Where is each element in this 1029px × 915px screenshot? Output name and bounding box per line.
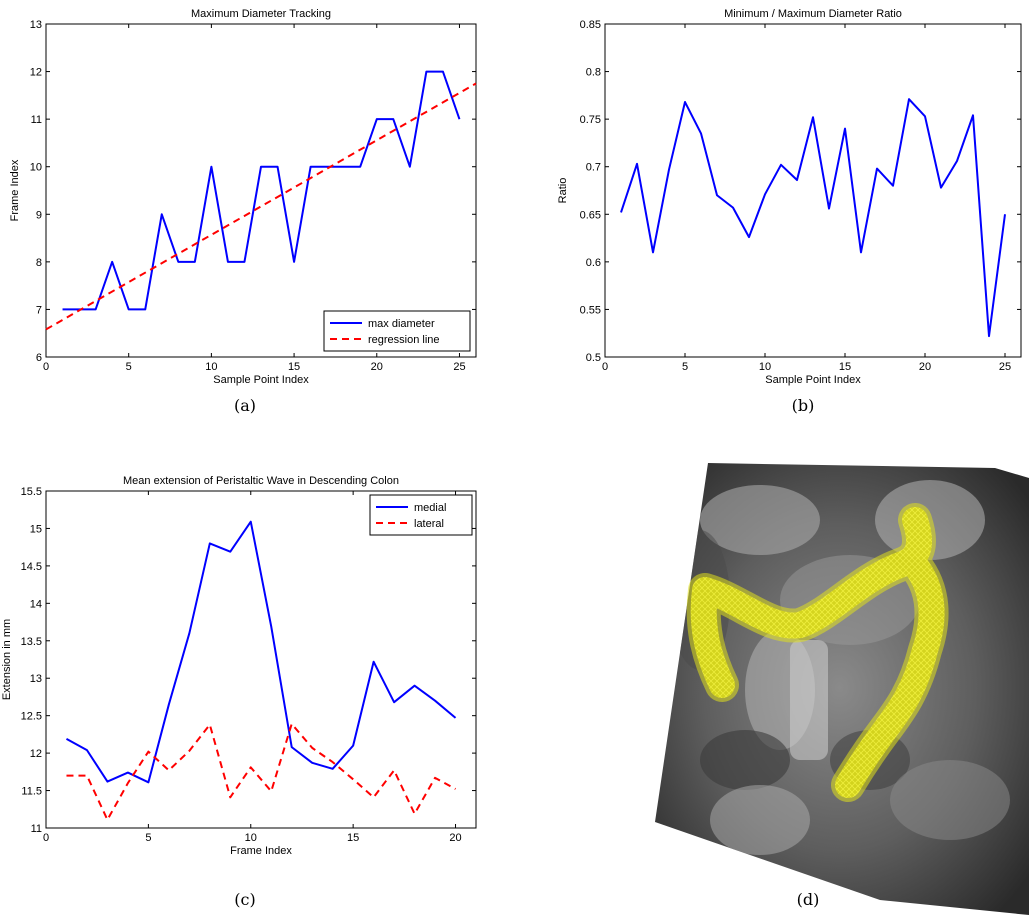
y-tick-label: 13 (30, 19, 42, 31)
y-tick-label: 0.65 (580, 209, 601, 221)
y-tick-label: 0.8 (586, 67, 601, 79)
x-tick-label: 10 (205, 361, 217, 373)
y-tick-label: 8 (36, 257, 42, 269)
chart-a: Maximum Diameter Tracking 0 5 10 15 20 25 6 7 8 9 1… (9, 8, 477, 386)
mri-image-panel (655, 463, 1029, 915)
y-tick-label: 0.6 (586, 257, 601, 269)
plot-frame (45, 23, 477, 358)
legend: max diameter regression line (323, 310, 471, 352)
colon-segmentation-overlay (686, 503, 949, 802)
x-tick-label: 25 (453, 361, 465, 373)
x-tick-label: 10 (245, 832, 257, 844)
chart-title: Mean extension of Peristaltic Wave in De… (123, 475, 399, 487)
series-line-regression-line (45, 82, 477, 331)
legend-label: max diameter (368, 318, 435, 330)
x-tick-label: 5 (145, 832, 151, 844)
chart-title: Minimum / Maximum Diameter Ratio (724, 8, 902, 20)
y-tick-label: 15 (30, 523, 42, 535)
x-tick-label: 10 (759, 361, 771, 373)
chart-title: Maximum Diameter Tracking (191, 8, 331, 20)
y-axis-label: Frame Index (9, 159, 21, 221)
y-tick-label: 13 (30, 673, 42, 685)
series-line-medial (65, 520, 457, 784)
chart-c: Mean extension of Peristaltic Wave in De… (1, 475, 477, 857)
series-line-max-diameter (62, 70, 461, 311)
x-axis-label: Frame Index (230, 845, 292, 857)
y-tick-label: 0.5 (586, 352, 601, 364)
y-tick-label: 11 (31, 114, 42, 126)
x-tick-label: 0 (602, 361, 608, 373)
series-line-0 (620, 98, 1006, 338)
y-tick-label: 15.5 (21, 486, 42, 498)
y-tick-label: 0.75 (580, 114, 601, 126)
y-tick-label: 11.5 (21, 786, 42, 798)
y-tick-label: 10 (30, 162, 42, 174)
y-tick-label: 13.5 (21, 636, 42, 648)
y-axis-label: Extension in mm (1, 619, 13, 700)
x-axis-label: Sample Point Index (765, 374, 861, 386)
caption-c: (c) (234, 890, 255, 909)
charts-layer: Maximum Diameter Tracking 0 5 10 15 20 25 6 7 8 9 1… (1, 8, 1022, 857)
chart-b: Minimum / Maximum Diameter Ratio 0 5 10 15 20… (557, 8, 1022, 386)
y-tick-label: 14 (30, 598, 42, 610)
x-tick-label: 15 (839, 361, 851, 373)
y-tick-label: 14.5 (21, 561, 42, 573)
x-tick-label: 20 (919, 361, 931, 373)
x-tick-label: 5 (126, 361, 132, 373)
legend: medial lateral (369, 494, 473, 536)
legend-box (323, 310, 471, 352)
y-tick-label: 6 (36, 352, 42, 364)
legend-label: lateral (414, 518, 444, 530)
x-tick-label: 20 (449, 832, 461, 844)
plot-frame (45, 490, 477, 829)
y-tick-label: 0.55 (580, 304, 601, 316)
legend-label: medial (414, 502, 446, 514)
legend-box (369, 494, 473, 536)
caption-b: (b) (792, 396, 815, 415)
x-tick-label: 15 (347, 832, 359, 844)
caption-d: (d) (797, 890, 820, 909)
caption-a: (a) (234, 396, 256, 415)
y-axis-label: Ratio (557, 178, 569, 204)
y-tick-label: 12 (30, 748, 42, 760)
x-tick-label: 15 (288, 361, 300, 373)
y-tick-label: 9 (36, 209, 42, 221)
plot-frame (604, 23, 1022, 358)
x-axis-label: Sample Point Index (213, 374, 309, 386)
y-tick-label: 7 (36, 304, 42, 316)
x-tick-label: 0 (43, 832, 49, 844)
y-tick-label: 0.7 (586, 162, 601, 174)
y-tick-label: 0.85 (580, 19, 601, 31)
y-tick-label: 11 (31, 823, 42, 835)
x-tick-label: 20 (371, 361, 383, 373)
x-tick-label: 25 (999, 361, 1011, 373)
legend-label: regression line (368, 334, 440, 346)
x-tick-label: 0 (43, 361, 49, 373)
x-tick-label: 5 (682, 361, 688, 373)
y-tick-label: 12 (30, 67, 42, 79)
series-line-lateral (66, 722, 457, 821)
y-tick-label: 12.5 (21, 711, 42, 723)
